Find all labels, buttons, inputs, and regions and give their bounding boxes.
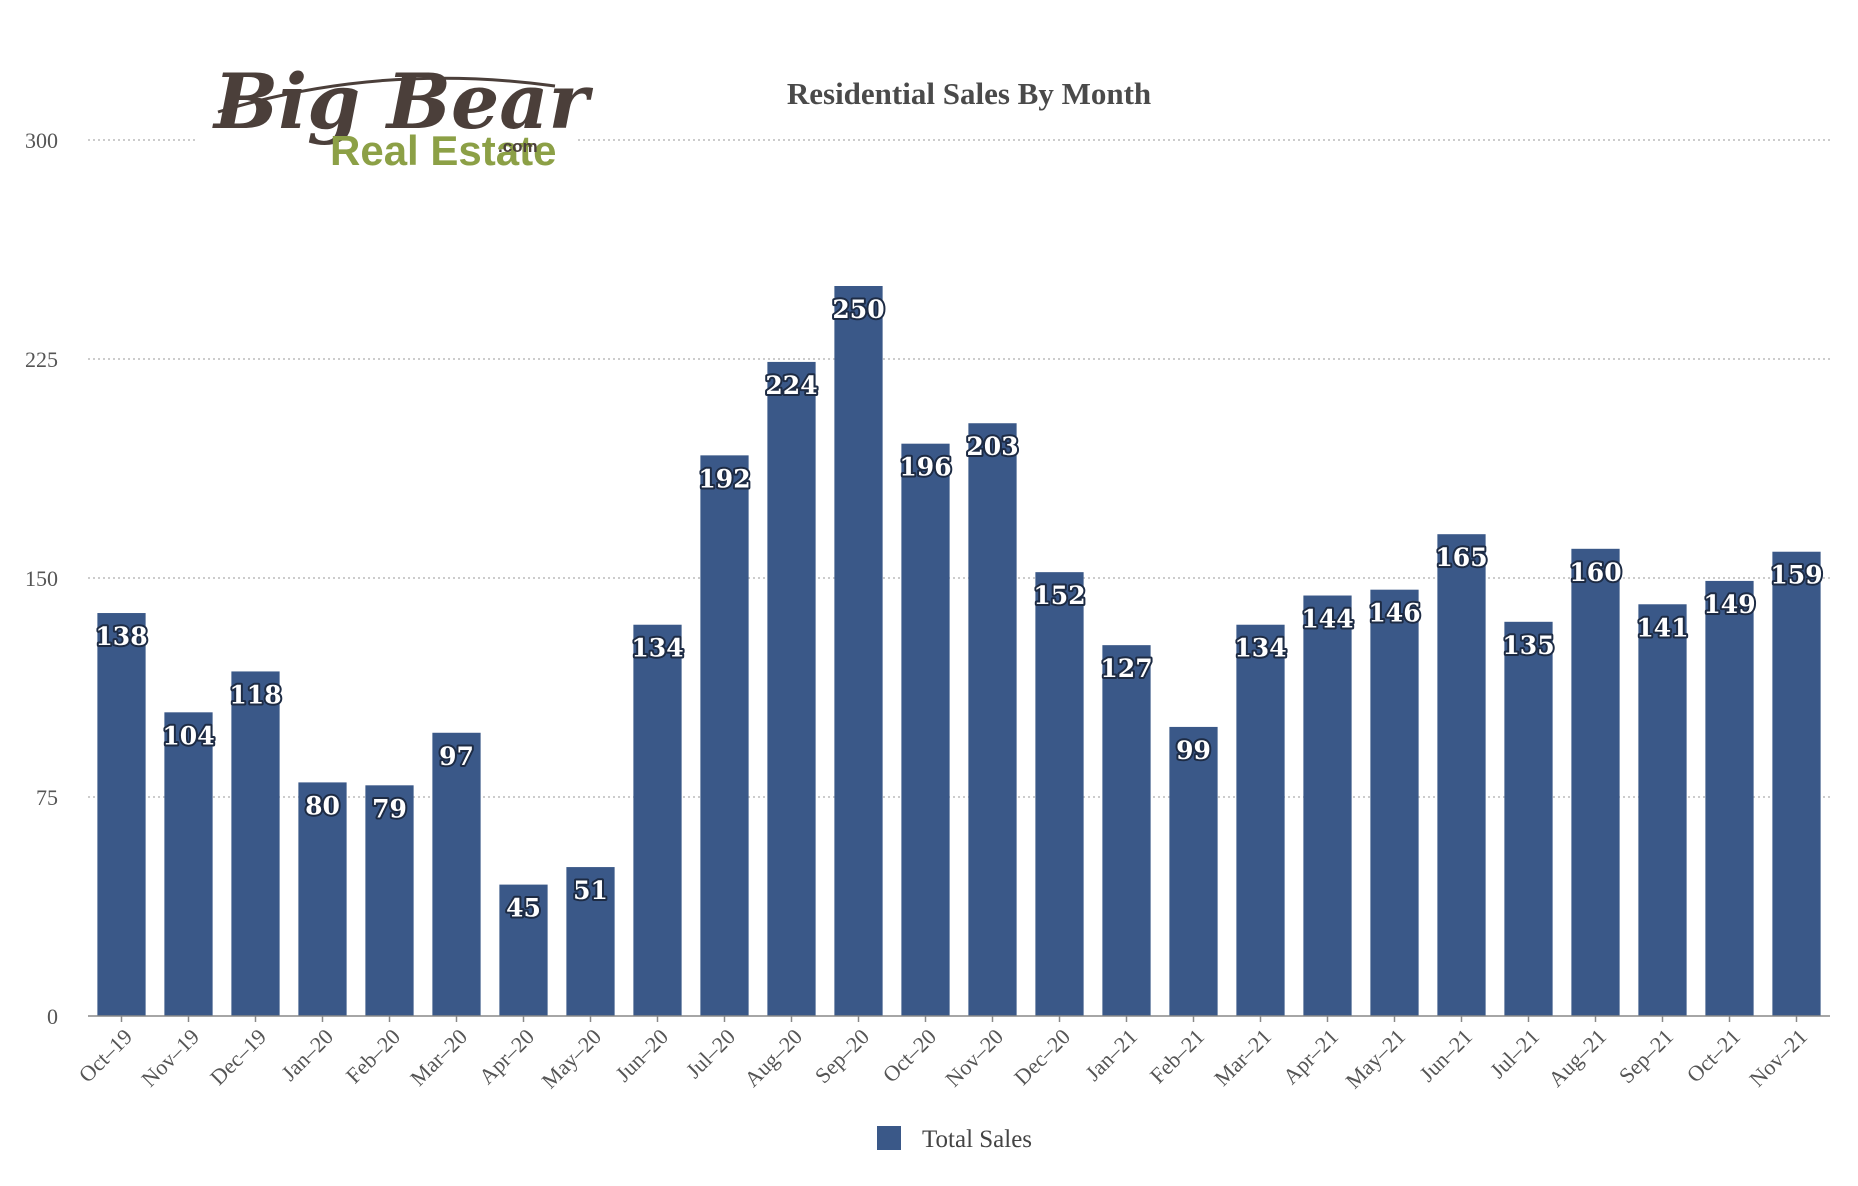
data-label: 250 <box>832 295 884 324</box>
big-bear-logo: Big Bear Real Estate .com <box>198 57 594 202</box>
x-tick-label: Oct–21 <box>1682 1024 1745 1087</box>
data-label: 159 <box>1770 561 1822 590</box>
data-label: 118 <box>229 680 281 709</box>
data-label: 99 <box>1176 736 1211 765</box>
data-label: 51 <box>573 876 608 905</box>
x-tick-label: Jan–21 <box>1080 1024 1142 1086</box>
bars <box>97 286 1821 1016</box>
data-label: 203 <box>966 432 1018 461</box>
bar[interactable] <box>231 671 280 1016</box>
x-tick-label: Aug–21 <box>1543 1024 1611 1092</box>
x-tick-label: Apr–21 <box>1278 1024 1343 1089</box>
bar[interactable] <box>1504 621 1553 1016</box>
data-label: 192 <box>698 464 750 493</box>
y-tick-label: 75 <box>36 785 58 810</box>
data-label: 79 <box>372 794 407 823</box>
x-tick-label: Feb–20 <box>341 1024 405 1088</box>
data-label: 127 <box>1100 654 1152 683</box>
bar[interactable] <box>1571 548 1620 1016</box>
bar[interactable] <box>901 443 950 1016</box>
data-label: 134 <box>1234 634 1286 663</box>
data-label: 165 <box>1435 543 1487 572</box>
legend-swatch <box>877 1126 901 1150</box>
x-tick-label: Oct–19 <box>74 1024 137 1087</box>
legend[interactable]: Total Sales <box>877 1126 1032 1153</box>
data-label: 135 <box>1502 631 1554 660</box>
y-tick-label: 0 <box>47 1004 58 1029</box>
chart-title: Residential Sales By Month <box>787 76 1151 111</box>
x-tick-label: Aug–20 <box>739 1024 807 1092</box>
data-label: 224 <box>765 371 817 400</box>
x-tick-label: Jun–20 <box>610 1024 673 1087</box>
data-label: 160 <box>1569 558 1621 587</box>
data-label: 134 <box>631 634 683 663</box>
data-label: 149 <box>1703 590 1755 619</box>
bar[interactable] <box>1303 595 1352 1016</box>
bar[interactable] <box>499 884 548 1016</box>
data-label: 141 <box>1636 613 1688 642</box>
y-tick-label: 150 <box>25 566 58 591</box>
x-tick-label: Dec–20 <box>1009 1024 1075 1090</box>
bar[interactable] <box>164 712 213 1016</box>
x-tick-label: Sep–20 <box>810 1024 874 1088</box>
y-tick-label: 225 <box>25 347 58 372</box>
x-tick-label: Oct–20 <box>878 1024 941 1087</box>
legend-label-total-sales: Total Sales <box>922 1126 1032 1153</box>
x-tick-label: May–21 <box>1341 1024 1411 1094</box>
x-tick-label: Nov–19 <box>136 1024 204 1092</box>
bar[interactable] <box>1638 604 1687 1016</box>
data-label: 144 <box>1301 605 1353 634</box>
x-tick-label: Jun–21 <box>1414 1024 1477 1087</box>
x-axis-ticks: Oct–19 Nov–19 Dec–19 Jan–20 Feb–20 Mar–20 Apr–… <box>74 1016 1812 1093</box>
logo-suffix: .com <box>498 137 538 156</box>
data-label: 104 <box>162 721 214 750</box>
grid-lines <box>88 139 1830 798</box>
data-label: 146 <box>1368 599 1420 628</box>
bar[interactable] <box>700 455 749 1016</box>
x-tick-label: Jan–20 <box>276 1024 338 1086</box>
bar[interactable] <box>566 867 615 1016</box>
bar[interactable] <box>365 785 414 1016</box>
logo-subtitle: Real Estate <box>330 127 556 174</box>
bar[interactable] <box>432 732 481 1016</box>
x-tick-label: Nov–21 <box>1744 1024 1812 1092</box>
data-label: 196 <box>899 453 951 482</box>
x-tick-label: Dec–19 <box>205 1024 271 1090</box>
data-label: 138 <box>95 622 147 651</box>
bar[interactable] <box>1236 624 1285 1016</box>
data-labels: 138 104 118 80 79 97 45 51 134 192 224 250 196 203 152… <box>93 293 1824 925</box>
bar[interactable] <box>1705 580 1754 1016</box>
bar[interactable] <box>968 423 1017 1016</box>
x-tick-label: May–20 <box>537 1024 607 1094</box>
y-axis-ticks: 0 75 150 225 300 <box>25 128 58 1029</box>
data-label: 80 <box>305 791 340 820</box>
bar[interactable] <box>1772 551 1821 1016</box>
data-label: 152 <box>1033 581 1085 610</box>
bar[interactable] <box>633 624 682 1016</box>
bar[interactable] <box>298 782 347 1016</box>
bar[interactable] <box>767 361 816 1016</box>
bar[interactable] <box>1102 645 1151 1016</box>
x-tick-label: Nov–20 <box>940 1024 1008 1092</box>
bar[interactable] <box>1370 589 1419 1016</box>
logo-wordmark: Big Bear <box>212 57 594 146</box>
bar[interactable] <box>1035 572 1084 1016</box>
x-tick-label: Sep–21 <box>1614 1024 1678 1088</box>
bar[interactable] <box>1169 726 1218 1016</box>
x-tick-label: Mar–21 <box>1209 1024 1276 1091</box>
x-tick-label: Jul–20 <box>681 1024 740 1083</box>
bar[interactable] <box>1437 534 1486 1016</box>
data-label: 45 <box>506 894 541 923</box>
x-tick-label: Apr–20 <box>474 1024 539 1089</box>
x-tick-label: Mar–20 <box>405 1024 472 1091</box>
bar[interactable] <box>97 613 146 1016</box>
x-tick-label: Jul–21 <box>1485 1024 1544 1083</box>
data-label: 97 <box>439 742 474 771</box>
bar[interactable] <box>834 286 883 1016</box>
y-tick-label: 300 <box>25 128 58 153</box>
x-tick-label: Feb–21 <box>1145 1024 1209 1088</box>
